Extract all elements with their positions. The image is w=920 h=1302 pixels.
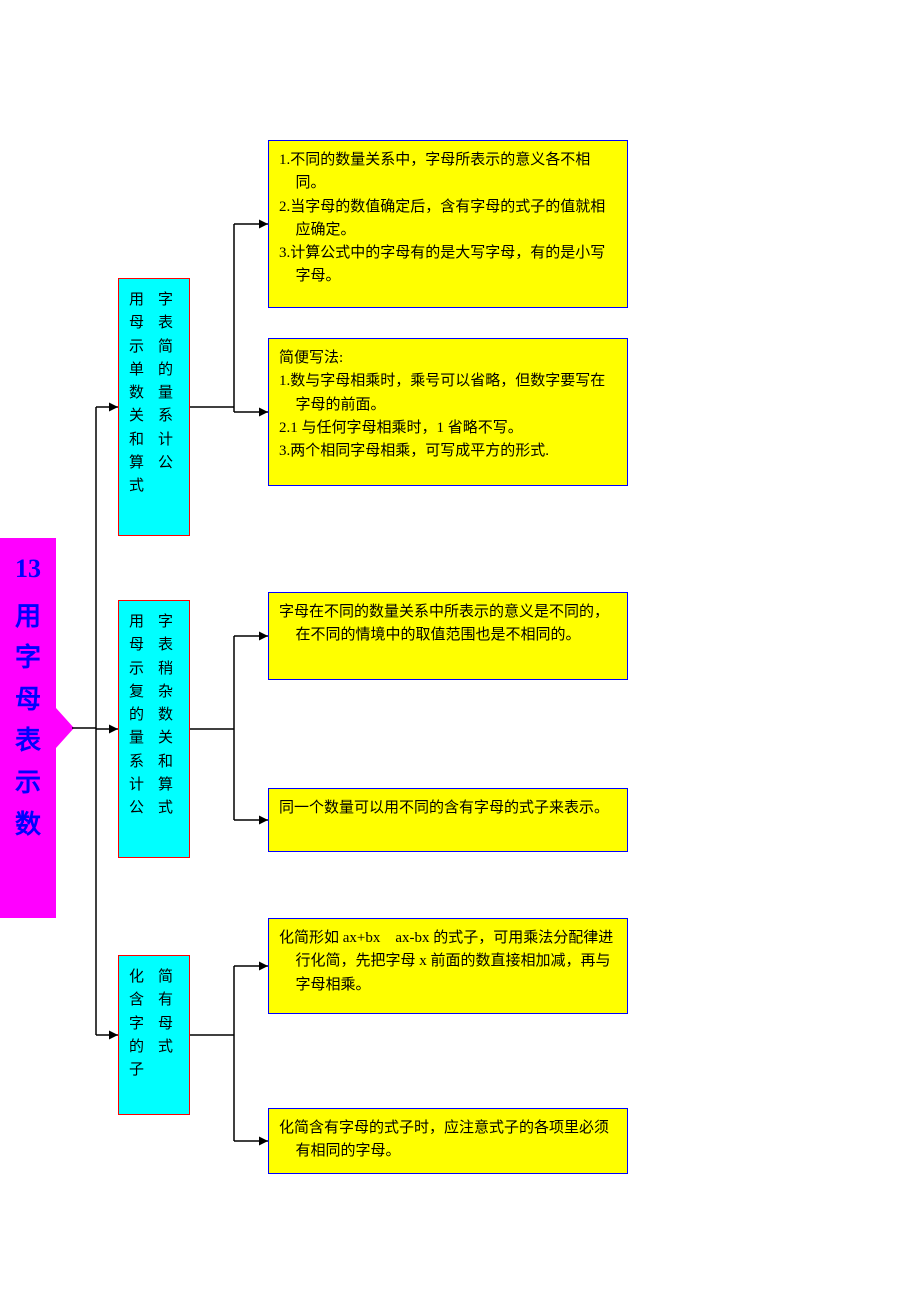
root-number: 13 <box>8 548 48 590</box>
mid-char: 关 <box>158 727 173 750</box>
mid-char: 系 <box>129 751 144 774</box>
leaf-node: 字母在不同的数量关系中所表示的意义是不同的，在不同的情境中的取值范围也是不相同的… <box>268 592 628 680</box>
mid-char: 和 <box>158 751 173 774</box>
root-char: 字 <box>8 637 48 679</box>
mid-char: 量 <box>129 727 144 750</box>
leaf-line: 1.数与字母相乘时，乘号可以省略，但数字要写在字母的前面。 <box>279 370 617 417</box>
mid-char: 式 <box>158 797 173 820</box>
mid-char: 算 <box>129 452 144 475</box>
mid-char: 示 <box>129 336 144 359</box>
leaf-line: 化简形如 ax+bx ax-bx 的式子，可用乘法分配律进行化简，先把字母 x … <box>279 927 617 997</box>
mid-char: 母 <box>158 1013 173 1036</box>
root-char: 表 <box>8 720 48 762</box>
mid-char: 公 <box>129 797 144 820</box>
leaf-node: 化简含有字母的式子时，应注意式子的各项里必须有相同的字母。 <box>268 1108 628 1174</box>
mid-char: 母 <box>129 634 144 657</box>
mid-char: 计 <box>158 429 173 452</box>
leaf-line: 同一个数量可以用不同的含有字母的式子来表示。 <box>279 797 617 820</box>
mid-char: 和 <box>129 429 144 452</box>
leaf-node: 化简形如 ax+bx ax-bx 的式子，可用乘法分配律进行化简，先把字母 x … <box>268 918 628 1014</box>
mid-char: 单 <box>129 359 144 382</box>
leaf-line: 3.两个相同字母相乘，可写成平方的形式. <box>279 440 617 463</box>
leaf-line: 字母在不同的数量关系中所表示的意义是不同的，在不同的情境中的取值范围也是不相同的… <box>279 601 617 648</box>
mid-char: 计 <box>129 774 144 797</box>
mid-char: 表 <box>158 312 173 335</box>
mid-char: 系 <box>158 405 173 428</box>
leaf-line: 3.计算公式中的字母有的是大写字母，有的是小写字母。 <box>279 242 617 289</box>
mid-node-simple: 用母示单数关和算式 字表简的量系计公 <box>118 278 190 536</box>
mid-char: 简 <box>158 336 173 359</box>
mid-char: 算 <box>158 774 173 797</box>
root-char: 示 <box>8 762 48 804</box>
mid-char: 字 <box>158 289 173 312</box>
mid-char: 表 <box>158 634 173 657</box>
mid-char: 简 <box>158 966 173 989</box>
mid-char: 的 <box>158 359 173 382</box>
mid-char: 字 <box>158 611 173 634</box>
mid-char: 式 <box>158 1036 173 1059</box>
mid-char: 关 <box>129 405 144 428</box>
leaf-node: 简便写法:1.数与字母相乘时，乘号可以省略，但数字要写在字母的前面。2.1 与任… <box>268 338 628 486</box>
mid-char: 稍 <box>158 658 173 681</box>
leaf-line: 化简含有字母的式子时，应注意式子的各项里必须有相同的字母。 <box>279 1117 617 1164</box>
mid-char: 用 <box>129 611 144 634</box>
root-char: 数 <box>8 804 48 846</box>
root-node: 13 用 字 母 表 示 数 <box>0 538 56 918</box>
mid-char: 公 <box>158 452 173 475</box>
leaf-node: 1.不同的数量关系中，字母所表示的意义各不相同。2.当字母的数值确定后，含有字母… <box>268 140 628 308</box>
mid-char: 量 <box>158 382 173 405</box>
leaf-node: 同一个数量可以用不同的含有字母的式子来表示。 <box>268 788 628 852</box>
mid-node-simplify: 化含字的子 简有母式 <box>118 955 190 1115</box>
root-char: 母 <box>8 679 48 721</box>
mid-char: 的 <box>129 704 144 727</box>
mid-char: 有 <box>158 989 173 1012</box>
mid-char: 数 <box>129 382 144 405</box>
mid-char: 用 <box>129 289 144 312</box>
root-char: 用 <box>8 596 48 638</box>
mid-char: 的 <box>129 1036 144 1059</box>
mid-char: 式 <box>129 475 144 498</box>
root-arrow-notch <box>56 708 74 748</box>
leaf-heading: 简便写法: <box>279 347 617 370</box>
mid-char: 化 <box>129 966 144 989</box>
leaf-line: 1.不同的数量关系中，字母所表示的意义各不相同。 <box>279 149 617 196</box>
mid-char: 母 <box>129 312 144 335</box>
leaf-line: 2.1 与任何字母相乘时，1 省略不写。 <box>279 417 617 440</box>
mid-char: 杂 <box>158 681 173 704</box>
mid-char: 字 <box>129 1013 144 1036</box>
mid-node-complex: 用母示复的量系计公 字表稍杂数关和算式 <box>118 600 190 858</box>
mid-char: 含 <box>129 989 144 1012</box>
mid-char: 复 <box>129 681 144 704</box>
mid-char: 子 <box>129 1059 144 1082</box>
leaf-line: 2.当字母的数值确定后，含有字母的式子的值就相应确定。 <box>279 196 617 243</box>
mid-char: 示 <box>129 658 144 681</box>
mid-char: 数 <box>158 704 173 727</box>
